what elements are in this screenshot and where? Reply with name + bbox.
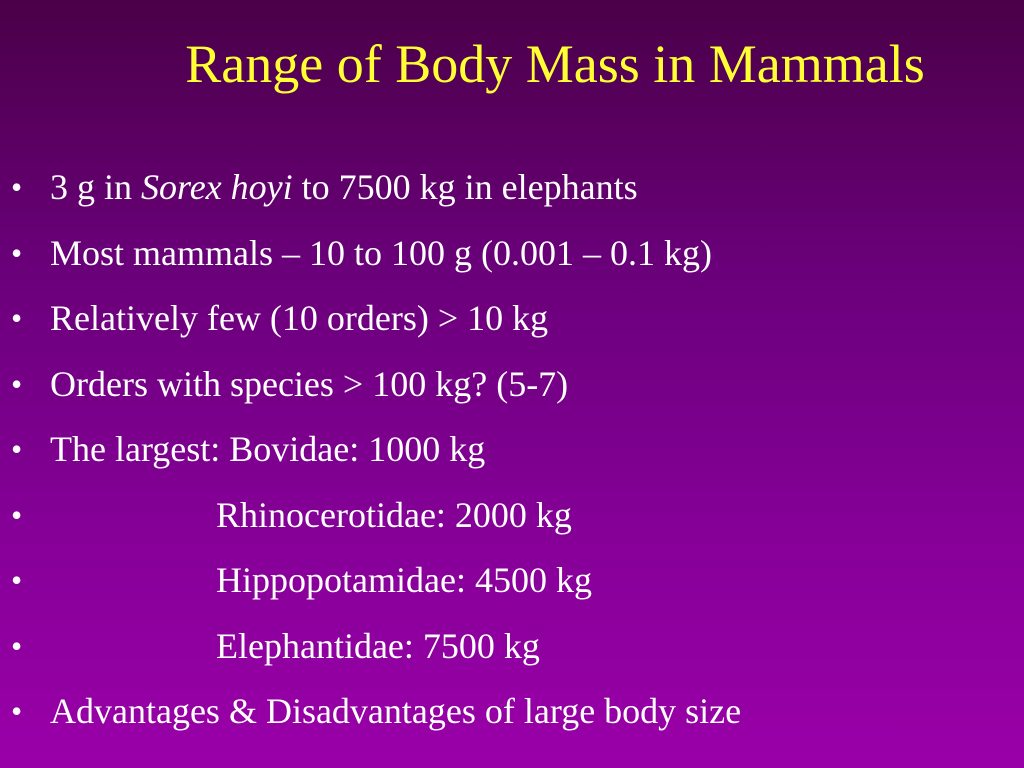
- bullet-text: Relatively few (10 orders) > 10 kg: [50, 298, 549, 338]
- bullet-marker: •: [11, 627, 23, 664]
- bullet-item: • 3 g in Sorex hoyi to 7500 kg in elepha…: [0, 155, 1024, 221]
- bullet-text: Most mammals – 10 to 100 g (0.001 – 0.1 …: [50, 232, 712, 273]
- bullet-text-after: to 7500 kg in elephants: [292, 167, 638, 207]
- bullet-item: • Orders with species > 100 kg? (5-7): [0, 352, 1024, 418]
- bullet-item: • Relatively few (10 orders) > 10 kg: [0, 286, 1024, 352]
- bullet-text: Elephantidae: 7500 kg: [216, 625, 540, 666]
- bullet-text: The largest: Bovidae: 1000 kg: [50, 429, 486, 469]
- bullet-text: Hippopotamidae: 4500 kg: [216, 560, 592, 600]
- species-name: Sorex hoyi: [141, 167, 293, 207]
- slide-title: Range of Body Mass in Mammals: [185, 34, 925, 94]
- bullet-marker: •: [11, 431, 23, 467]
- bullet-text: 3 g in Sorex hoyi to 7500 kg in elephant…: [50, 155, 638, 221]
- bullet-text: Advantages & Disadvantages of large body…: [50, 691, 742, 731]
- bullet-marker: •: [11, 169, 23, 205]
- bullet-item: • Rhinocerotidae: 2000 kg: [0, 483, 1024, 549]
- bullet-item: • The largest: Bovidae: 1000 kg: [0, 417, 1024, 483]
- bullet-marker: •: [11, 234, 23, 271]
- bullet-text-before: 3 g in: [50, 167, 142, 207]
- bullet-text: Orders with species > 100 kg? (5-7): [50, 363, 569, 404]
- bullet-marker: •: [11, 300, 23, 336]
- bullet-text: Rhinocerotidae: 2000 kg: [216, 494, 572, 535]
- bullet-item: • Most mammals – 10 to 100 g (0.001 – 0.…: [0, 221, 1024, 287]
- bullet-marker: •: [11, 562, 23, 598]
- bullet-item: • Elephantidae: 7500 kg: [0, 614, 1024, 680]
- bullet-item: • Hippopotamidae: 4500 kg: [0, 548, 1024, 614]
- bullet-item: • Advantages & Disadvantages of large bo…: [0, 679, 1024, 745]
- bullet-list: • 3 g in Sorex hoyi to 7500 kg in elepha…: [0, 155, 1024, 745]
- bullet-marker: •: [11, 365, 23, 402]
- bullet-marker: •: [11, 496, 23, 533]
- bullet-marker: •: [11, 693, 23, 729]
